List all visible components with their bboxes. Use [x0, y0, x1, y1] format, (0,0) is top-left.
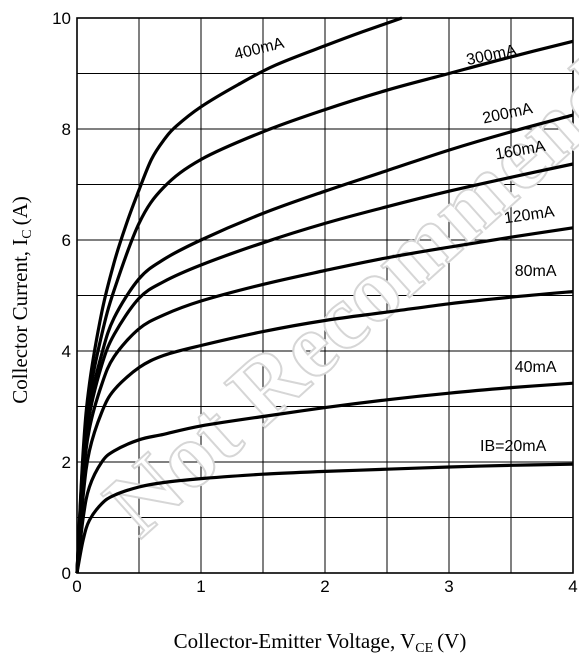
curve-label: 40mA [515, 359, 557, 376]
y-axis-title-unit: (A) [8, 196, 32, 225]
curve-400ma [75, 16, 403, 574]
y-axis-title: Collector Current, IC (A) [8, 196, 35, 404]
curve-label: 400mA [233, 35, 287, 64]
x-tick-label: 1 [196, 577, 205, 596]
x-axis-title: Collector-Emitter Voltage, VCE (V) [174, 629, 467, 656]
y-tick-label: 8 [62, 120, 71, 139]
plot-frame [76, 17, 574, 574]
y-tick-label: 6 [62, 231, 71, 250]
y-tick-label: 4 [62, 342, 71, 361]
curve-80ma [75, 290, 574, 574]
x-tick-label: 0 [72, 577, 81, 596]
y-axis-title-main: Collector Current, I [8, 239, 32, 404]
x-tick-label: 4 [568, 577, 577, 596]
curve-label: IB=20mA [480, 438, 547, 455]
y-tick-label: 10 [52, 9, 71, 28]
curve-label: 80mA [515, 263, 557, 280]
curves [75, 16, 574, 574]
curve-label: 300mA [465, 42, 518, 69]
x-axis-title-main: Collector-Emitter Voltage, V [174, 629, 416, 653]
curve-ib20ma [75, 462, 574, 574]
y-tick-label: 2 [62, 453, 71, 472]
ticks: 0 1 2 3 4 0 2 4 6 8 10 [52, 9, 578, 596]
x-axis-title-sub: CE [415, 641, 433, 656]
x-tick-label: 2 [320, 577, 329, 596]
curve-120ma [75, 226, 574, 574]
x-tick-label: 3 [444, 577, 453, 596]
curve-40ma [75, 381, 574, 574]
y-tick-label: 0 [62, 564, 71, 583]
x-axis-title-unit: (V) [437, 629, 466, 653]
curve-label: 120mA [503, 203, 556, 227]
y-axis-title-sub: C [20, 229, 35, 238]
